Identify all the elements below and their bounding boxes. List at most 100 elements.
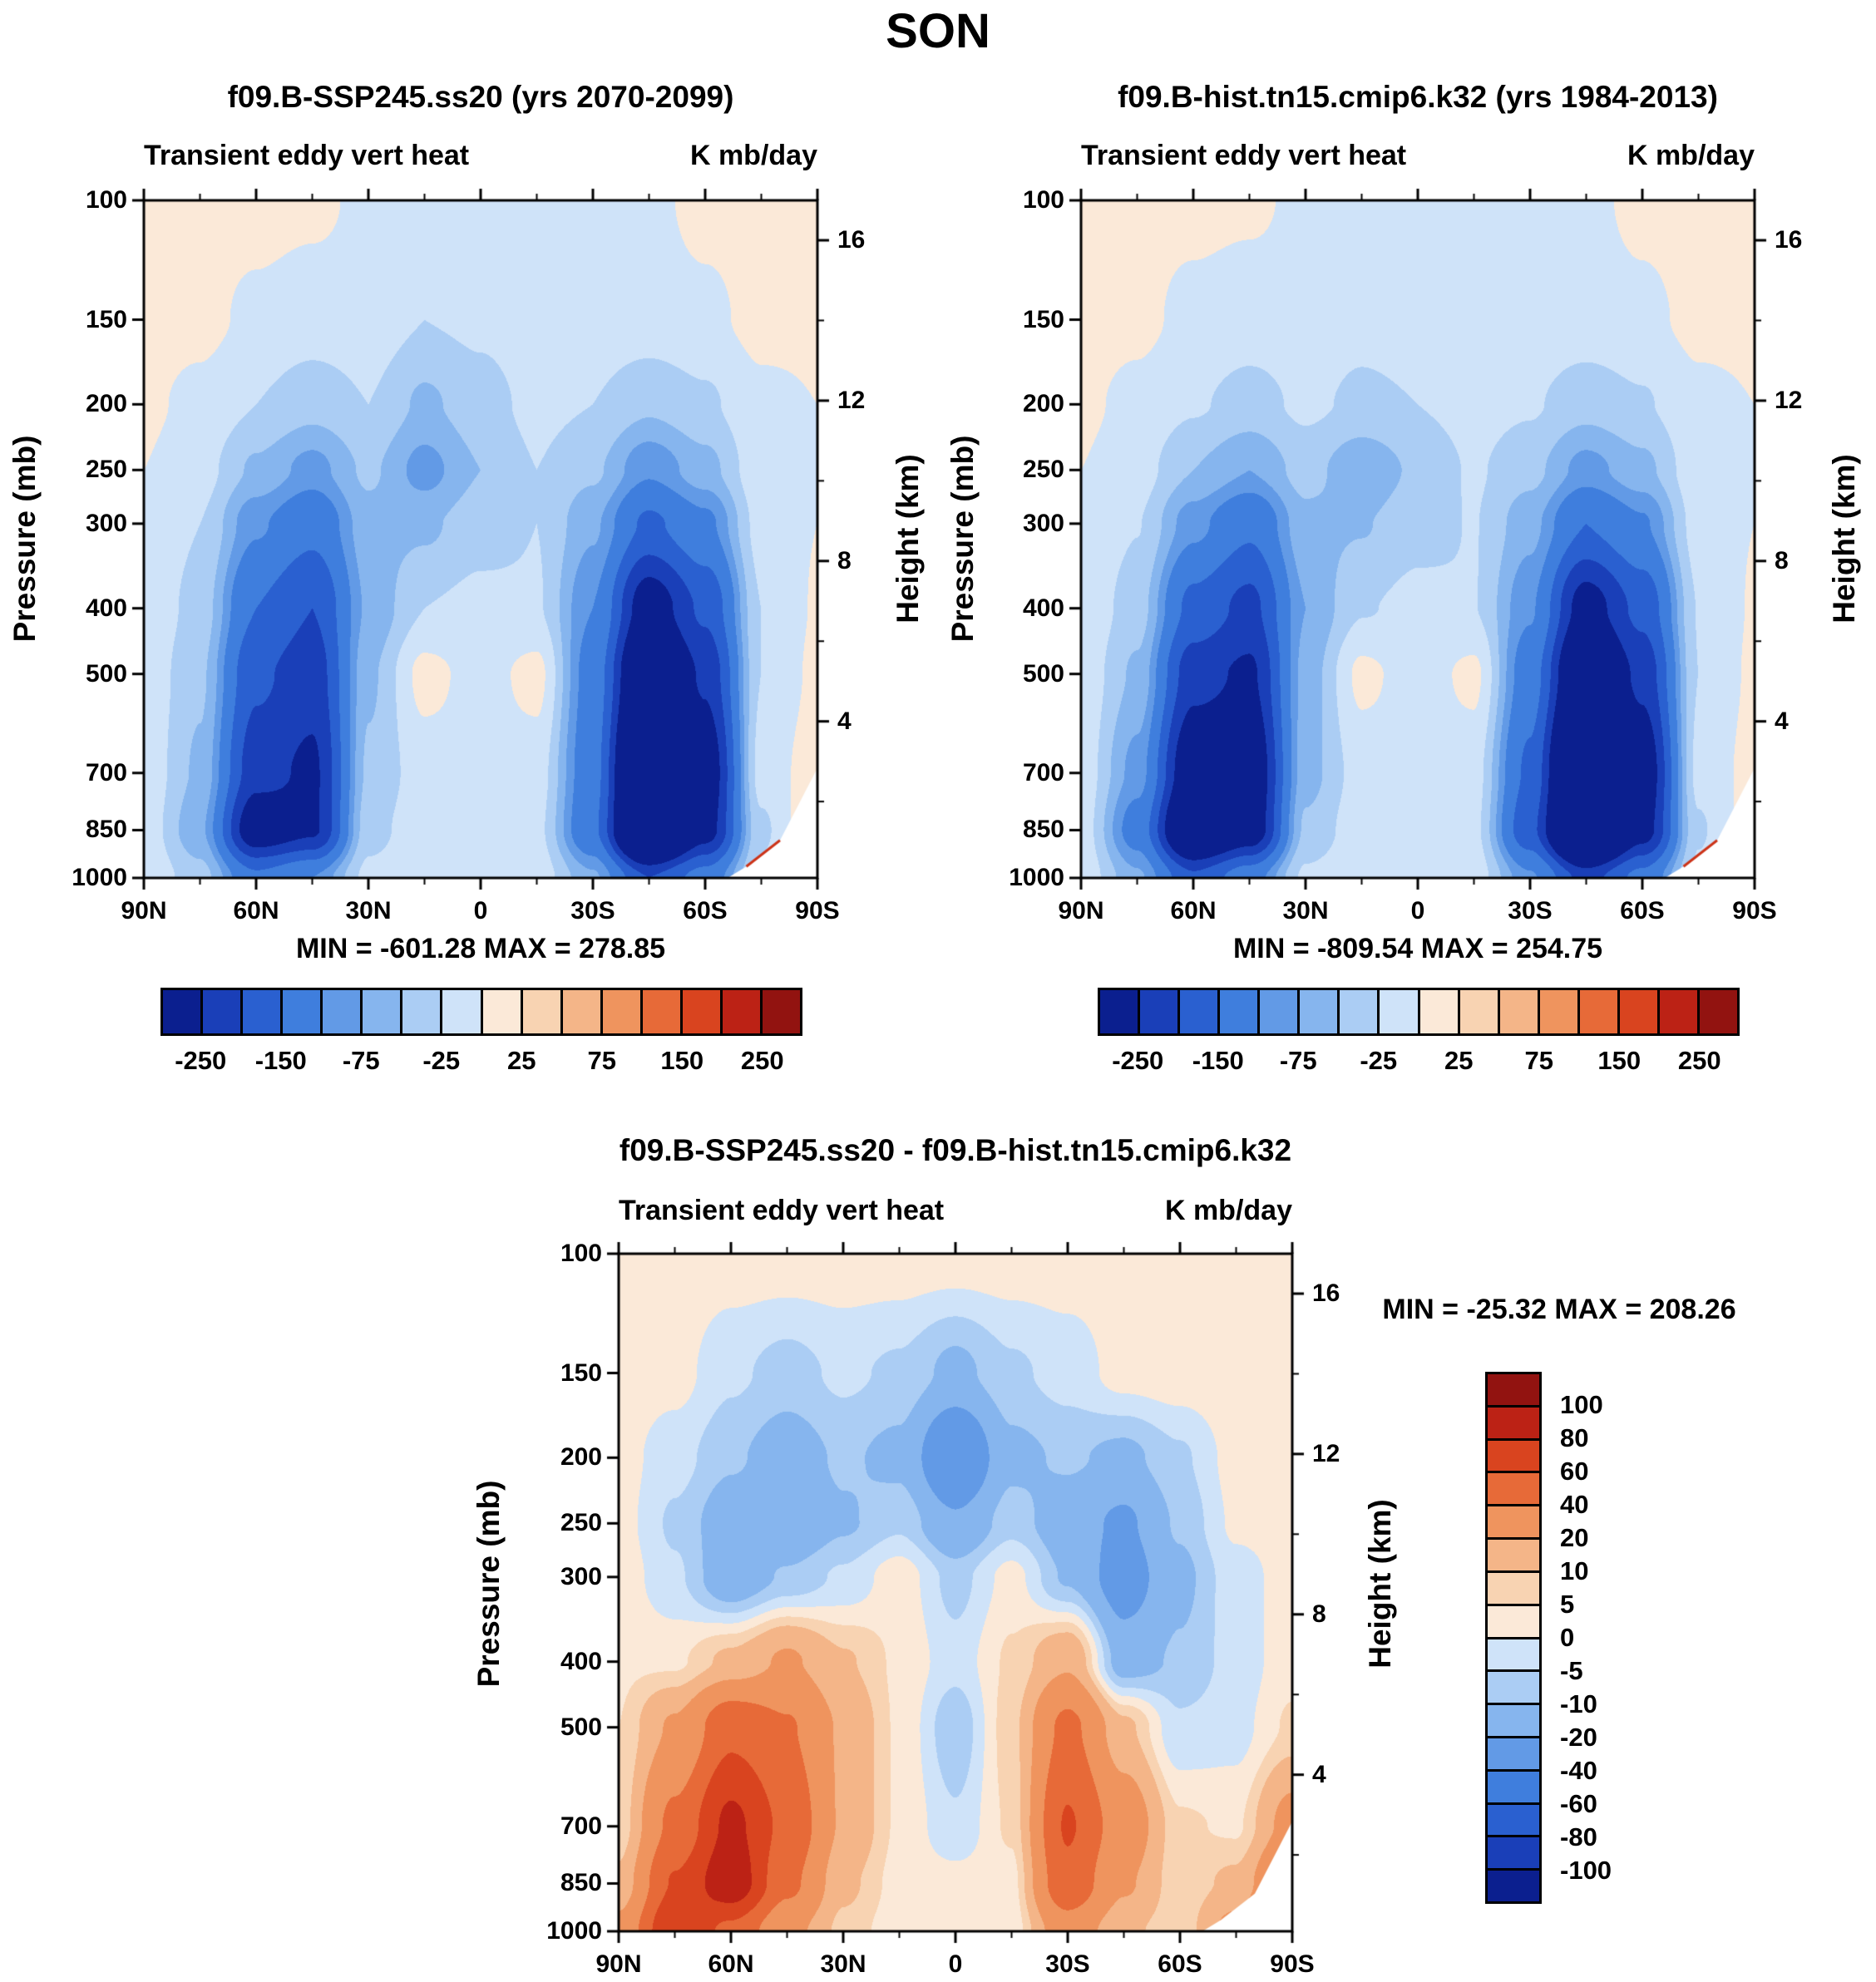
pressure-tick-label: 700 <box>560 1812 602 1840</box>
pressure-tick-label: 500 <box>560 1713 602 1741</box>
colorbar-segment <box>1488 1868 1539 1901</box>
colorbar-label: 40 <box>1560 1490 1589 1519</box>
x-tick-label: 90S <box>1732 897 1777 924</box>
units-label: K mb/day <box>1164 1195 1292 1226</box>
colorbar-label: -10 <box>1560 1689 1597 1718</box>
colorbar-segment <box>1138 990 1178 1033</box>
height-tick-label: 16 <box>837 226 866 254</box>
colorbar-label: -40 <box>1560 1756 1597 1785</box>
panel-title: f09.B-hist.tn15.cmip6.k32 (yrs 1984-2013… <box>1118 80 1718 114</box>
pressure-tick-label: 500 <box>1022 659 1064 688</box>
colorbar-label: 80 <box>1560 1423 1589 1452</box>
colorbar-label: 0 <box>1560 1623 1575 1652</box>
height-tick-label: 12 <box>837 386 866 414</box>
variable-label: Transient eddy vert heat <box>619 1195 945 1226</box>
x-tick-label: 30S <box>1045 1950 1090 1978</box>
colorbar-segment <box>719 990 760 1033</box>
minmax-label: MIN = -25.32 MAX = 208.26 <box>1382 1294 1736 1325</box>
colorbar-segment <box>1488 1802 1539 1836</box>
pressure-tick-label: 850 <box>1022 816 1064 844</box>
colorbar-segment <box>759 990 800 1033</box>
height-axis-title: Height (km) <box>1827 454 1861 624</box>
pressure-tick-label: 400 <box>1022 594 1064 622</box>
x-tick-label: 60N <box>233 897 279 924</box>
panel-title: f09.B-SSP245.ss20 (yrs 2070-2099) <box>227 80 734 114</box>
colorbar-segment <box>1488 1437 1539 1472</box>
colorbar-segment <box>1488 1603 1539 1637</box>
x-tick-label: 30S <box>570 897 615 924</box>
colorbar: -250 -150 -75 -25 25 75 150 250 <box>1098 988 1740 1075</box>
colorbar-segment <box>1488 1504 1539 1538</box>
x-tick-label: 60N <box>708 1950 754 1978</box>
colorbar-segment <box>1337 990 1378 1033</box>
pressure-tick-label: 150 <box>560 1358 602 1387</box>
pressure-tick-label: 700 <box>85 758 127 786</box>
colorbar-label: 100 <box>1560 1390 1603 1419</box>
colorbar-label: -250 <box>175 1046 227 1075</box>
colorbar-label: 150 <box>660 1046 704 1075</box>
pressure-tick-label: 250 <box>85 456 127 484</box>
height-axis-title: Height (km) <box>891 454 925 624</box>
colorbar-segment <box>600 990 640 1033</box>
colorbar-label: -75 <box>342 1046 380 1075</box>
colorbar-label: 20 <box>1560 1523 1589 1552</box>
colorbar-segment <box>639 990 680 1033</box>
minmax-label: MIN = -809.54 MAX = 254.75 <box>1232 933 1603 964</box>
colorbar-segment <box>1297 990 1338 1033</box>
height-tick-label: 4 <box>837 707 852 735</box>
pressure-tick-label: 300 <box>85 509 127 537</box>
pressure-tick-label: 250 <box>560 1509 602 1537</box>
panel-subtitle: Transient eddy vert heat K mb/day <box>619 1195 1292 1227</box>
colorbar-label: -20 <box>1560 1723 1597 1752</box>
colorbar-segment <box>1617 990 1657 1033</box>
x-tick-label: 0 <box>473 897 488 924</box>
variable-label: Transient eddy vert heat <box>1081 140 1407 171</box>
units-label: K mb/day <box>689 140 817 171</box>
units-label: K mb/day <box>1627 140 1755 171</box>
contour-plot-canvas <box>604 1239 1307 1946</box>
pressure-tick-label: 100 <box>85 186 127 214</box>
colorbar-segment <box>560 990 600 1033</box>
x-tick-label: 60S <box>683 897 728 924</box>
pressure-tick-label: 200 <box>1022 390 1064 418</box>
x-tick-label: 30N <box>345 897 392 924</box>
colorbar-label: -100 <box>1560 1856 1612 1885</box>
colorbar-segment <box>1488 1768 1539 1802</box>
colorbar-segment <box>1377 990 1418 1033</box>
x-tick-label: 90N <box>121 897 167 924</box>
pressure-tick-label: 300 <box>560 1562 602 1590</box>
height-tick-label: 12 <box>1312 1439 1340 1467</box>
colorbar-label: 150 <box>1597 1046 1642 1075</box>
colorbar-label: -250 <box>1112 1046 1164 1075</box>
colorbar-label: 5 <box>1560 1590 1575 1619</box>
height-tick-label: 4 <box>1775 707 1789 735</box>
colorbar-segment <box>1488 1669 1539 1703</box>
height-tick-label: 16 <box>1312 1279 1340 1308</box>
pressure-tick-label: 500 <box>85 659 127 688</box>
colorbar-label: -150 <box>254 1046 307 1075</box>
height-tick-label: 4 <box>1312 1760 1326 1788</box>
colorbar-label: 10 <box>1560 1556 1589 1585</box>
figure-title: SON <box>886 4 990 58</box>
x-tick-label: 30S <box>1508 897 1553 924</box>
colorbar-label: 75 <box>1524 1046 1553 1075</box>
pressure-tick-label: 1000 <box>546 1917 602 1945</box>
pressure-tick-label: 250 <box>1022 456 1064 484</box>
pressure-tick-label: 300 <box>1022 509 1064 537</box>
colorbar-segment <box>1488 1835 1539 1869</box>
colorbar-label: -25 <box>422 1046 461 1075</box>
colorbar-segment <box>1696 990 1737 1033</box>
pressure-tick-label: 850 <box>560 1869 602 1897</box>
pressure-tick-label: 850 <box>85 816 127 844</box>
colorbar-label: -25 <box>1360 1046 1398 1075</box>
colorbar-segments <box>1485 1372 1542 1904</box>
colorbar-label: -150 <box>1192 1046 1244 1075</box>
pressure-axis-title: Pressure (mb) <box>471 1480 506 1688</box>
colorbar-segment <box>679 990 720 1033</box>
colorbar-label: 250 <box>740 1046 784 1075</box>
colorbar-segment <box>1537 990 1577 1033</box>
colorbar: -250 -150 -75 -25 25 75 150 250 <box>160 988 802 1075</box>
colorbar-segment <box>1488 1374 1539 1405</box>
colorbar: 100 80 60 40 20 10 5 0 -5 -10 -20 -40 -60 -80 -100 <box>1485 1372 1612 1904</box>
colorbar-label: -5 <box>1560 1656 1583 1685</box>
